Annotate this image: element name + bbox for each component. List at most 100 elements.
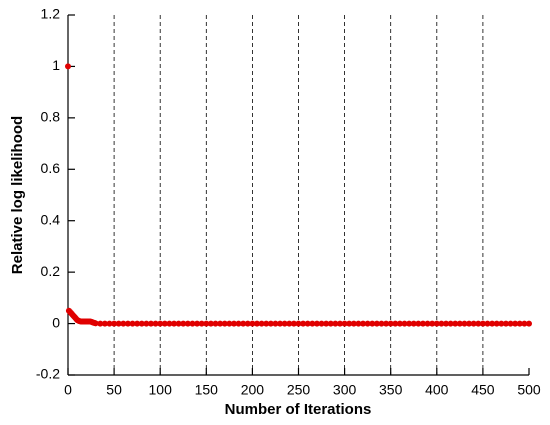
point bbox=[111, 320, 118, 327]
y-tick-label: 0.4 bbox=[41, 211, 61, 227]
x-tick-label: 0 bbox=[64, 382, 72, 398]
point bbox=[198, 320, 205, 327]
point bbox=[489, 320, 496, 327]
point bbox=[373, 320, 380, 327]
point bbox=[526, 320, 532, 327]
point bbox=[396, 320, 403, 327]
point bbox=[115, 320, 122, 327]
y-tick-label: 0.8 bbox=[41, 109, 61, 125]
point bbox=[180, 320, 187, 327]
point bbox=[332, 320, 339, 327]
point bbox=[493, 320, 500, 327]
point bbox=[230, 320, 237, 327]
point bbox=[304, 320, 311, 327]
point bbox=[254, 320, 261, 327]
point bbox=[447, 320, 454, 327]
point bbox=[323, 320, 330, 327]
point bbox=[106, 320, 113, 327]
point bbox=[212, 320, 219, 327]
point bbox=[350, 320, 357, 327]
point bbox=[466, 320, 473, 327]
y-tick-label: 0.6 bbox=[41, 160, 61, 176]
point bbox=[207, 320, 214, 327]
point bbox=[355, 320, 362, 327]
point bbox=[346, 320, 353, 327]
point bbox=[217, 320, 224, 327]
x-tick-label: 250 bbox=[287, 382, 311, 398]
x-tick-label: 100 bbox=[149, 382, 173, 398]
point bbox=[295, 320, 302, 327]
y-tick-label: 1 bbox=[52, 57, 60, 73]
point bbox=[378, 320, 385, 327]
point bbox=[415, 320, 422, 327]
point bbox=[360, 320, 367, 327]
point bbox=[318, 320, 325, 327]
point bbox=[443, 320, 450, 327]
point bbox=[65, 63, 71, 70]
point bbox=[124, 320, 131, 327]
point bbox=[341, 320, 348, 327]
point bbox=[240, 320, 247, 327]
point bbox=[387, 320, 394, 327]
point bbox=[92, 320, 99, 327]
point bbox=[424, 320, 431, 327]
point bbox=[134, 320, 141, 327]
point bbox=[300, 320, 307, 327]
point bbox=[313, 320, 320, 327]
point bbox=[189, 320, 196, 327]
point bbox=[281, 320, 288, 327]
point bbox=[456, 320, 463, 327]
point bbox=[277, 320, 284, 327]
point bbox=[235, 320, 242, 327]
point bbox=[263, 320, 270, 327]
point bbox=[336, 320, 343, 327]
y-tick-label: -0.2 bbox=[36, 366, 60, 382]
point bbox=[221, 320, 228, 327]
x-axis-title: Number of Iterations bbox=[225, 401, 372, 418]
point bbox=[161, 320, 168, 327]
point bbox=[226, 320, 233, 327]
point bbox=[364, 320, 371, 327]
point bbox=[452, 320, 459, 327]
point bbox=[194, 320, 201, 327]
point bbox=[521, 320, 528, 327]
point bbox=[502, 320, 509, 327]
x-tick-label: 350 bbox=[379, 382, 403, 398]
point bbox=[290, 320, 297, 327]
y-axis-title: Relative log likelihood bbox=[9, 116, 26, 274]
point bbox=[249, 320, 256, 327]
point bbox=[327, 320, 334, 327]
point bbox=[286, 320, 293, 327]
point bbox=[369, 320, 376, 327]
point bbox=[97, 320, 104, 327]
x-tick-label: 500 bbox=[517, 382, 541, 398]
point bbox=[438, 320, 445, 327]
point bbox=[157, 320, 164, 327]
point bbox=[470, 320, 477, 327]
point bbox=[410, 320, 417, 327]
y-tick-label: 0 bbox=[52, 314, 60, 330]
point bbox=[175, 320, 182, 327]
point bbox=[383, 320, 390, 327]
x-tick-label: 50 bbox=[106, 382, 122, 398]
point bbox=[516, 320, 523, 327]
point bbox=[203, 320, 210, 327]
point bbox=[479, 320, 486, 327]
point bbox=[166, 320, 173, 327]
point bbox=[120, 320, 127, 327]
point bbox=[244, 320, 251, 327]
point bbox=[152, 320, 159, 327]
point bbox=[143, 320, 150, 327]
point bbox=[512, 320, 519, 327]
point bbox=[475, 320, 482, 327]
point bbox=[171, 320, 178, 327]
point bbox=[406, 320, 413, 327]
point bbox=[401, 320, 408, 327]
point bbox=[461, 320, 468, 327]
point bbox=[429, 320, 436, 327]
point bbox=[147, 320, 154, 327]
point bbox=[101, 320, 108, 327]
point bbox=[498, 320, 505, 327]
